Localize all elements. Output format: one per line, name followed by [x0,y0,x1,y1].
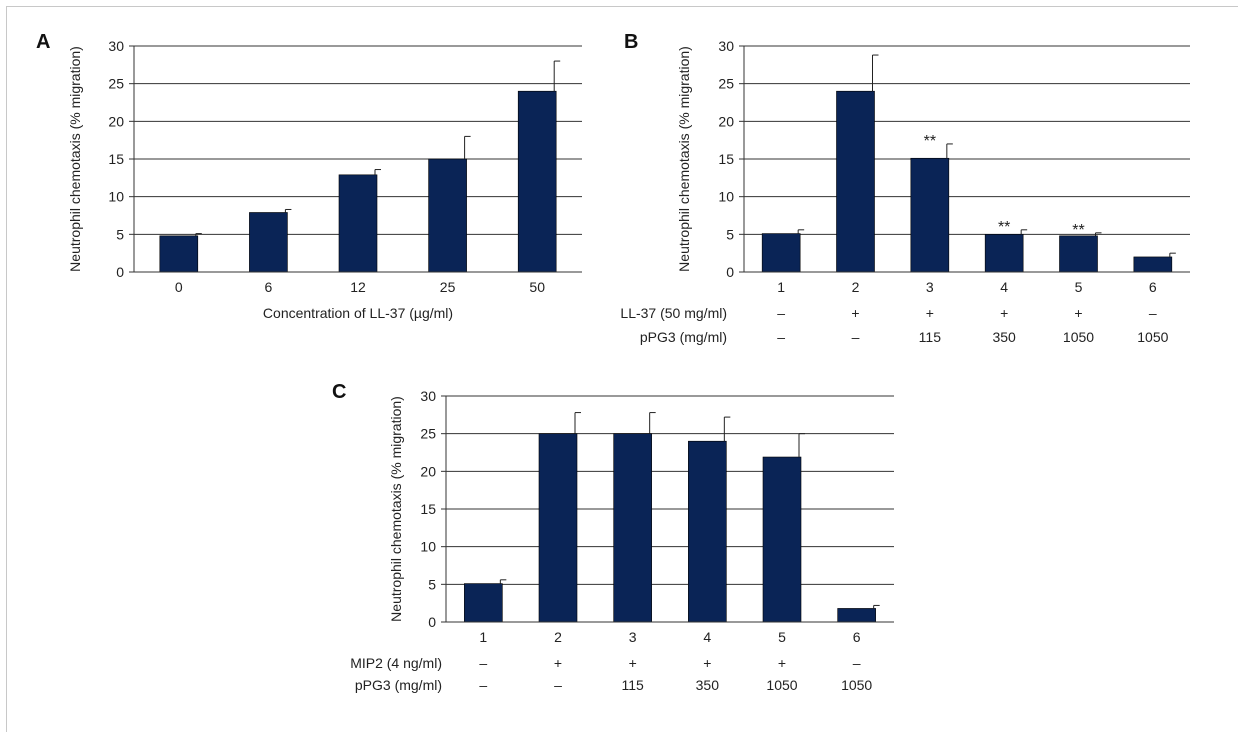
condition-value: + [554,655,562,671]
x-tick-label: 5 [778,629,786,645]
y-tick-label: 20 [718,113,734,129]
significance-mark: ** [924,133,936,150]
y-tick-label: 0 [726,264,734,280]
condition-row-label: pPG3 (mg/ml) [355,677,442,693]
condition-value: – [1149,305,1157,321]
condition-value: – [479,677,487,693]
x-tick-label: 3 [629,629,637,645]
condition-value: – [777,329,785,345]
condition-value: + [703,655,711,671]
y-tick-label: 25 [420,426,436,442]
y-tick-label: 0 [428,614,436,630]
condition-value: 350 [992,329,1016,345]
y-tick-label: 5 [428,576,436,592]
x-tick-label: 4 [1000,279,1008,295]
condition-value: – [853,655,861,671]
chart-panel-a: A 0 5 10 15 20 25 30 Neutrophil chemotaxis (% mi… [36,31,582,321]
x-axis-title: Concentration of LL-37 (µg/ml) [263,305,453,321]
condition-value: 1050 [841,677,872,693]
bar [1059,235,1098,273]
condition-value: + [778,655,786,671]
x-tick-label: 6 [1149,279,1157,295]
figure-frame [6,6,1238,732]
panel-letter: B [624,31,638,53]
condition-value: – [852,329,860,345]
condition-row-label: LL-37 (50 mg/ml) [620,305,727,321]
y-tick-label: 25 [108,76,124,92]
x-tick-label: 25 [440,279,456,295]
x-tick-label: 0 [175,279,183,295]
significance-mark: ** [998,219,1010,236]
condition-value: 1050 [766,677,797,693]
bar [910,157,950,273]
condition-value: 115 [622,677,645,693]
x-tick-label: 50 [529,279,545,295]
condition-value: + [629,655,637,671]
x-tick-label: 6 [265,279,273,295]
bar [613,433,652,623]
condition-value: + [1074,305,1082,321]
condition-row-label: MIP2 (4 ng/ml) [350,655,442,671]
y-tick-label: 30 [718,38,734,54]
y-tick-label: 30 [420,388,436,404]
condition-value: – [479,655,487,671]
bar [538,433,578,623]
condition-value: 1050 [1063,329,1094,345]
bar [249,212,288,273]
bar [762,456,802,623]
bar [688,440,727,623]
x-tick-label: 6 [853,629,861,645]
y-tick-label: 20 [108,113,124,129]
y-tick-label: 5 [726,226,734,242]
bar [159,235,199,273]
y-tick-label: 20 [420,463,436,479]
x-tick-label: 4 [703,629,711,645]
y-tick-label: 10 [108,189,124,205]
panel-letter: C [332,381,346,403]
condition-value: – [777,305,785,321]
bar [837,608,876,623]
y-tick-label: 5 [116,226,124,242]
bar [984,234,1024,273]
condition-value: 1050 [1137,329,1168,345]
condition-value: – [554,677,562,693]
bar [836,90,875,273]
y-tick-label: 15 [420,501,436,517]
x-tick-label: 5 [1075,279,1083,295]
bar [1133,256,1173,273]
condition-value: 115 [919,329,942,345]
y-tick-label: 15 [108,151,124,167]
panel-letter: A [36,31,50,53]
bar [428,158,467,273]
y-axis-title: Neutrophil chemotaxis (% migration) [676,46,692,272]
x-tick-label: 12 [350,279,366,295]
x-tick-label: 2 [852,279,860,295]
x-tick-label: 1 [777,279,785,295]
significance-mark: ** [1072,222,1084,239]
bar [761,233,801,273]
y-tick-label: 10 [718,189,734,205]
x-tick-label: 1 [479,629,487,645]
condition-value: + [851,305,859,321]
y-tick-label: 0 [116,264,124,280]
x-tick-label: 3 [926,279,934,295]
y-tick-label: 30 [108,38,124,54]
y-tick-label: 15 [718,151,734,167]
x-tick-label: 2 [554,629,562,645]
condition-row-label: pPG3 (mg/ml) [640,329,727,345]
condition-value: + [1000,305,1008,321]
y-axis-title: Neutrophil chemotaxis (% migration) [388,396,404,622]
condition-value: + [926,305,934,321]
y-tick-label: 10 [420,539,436,555]
condition-value: 350 [696,677,720,693]
bar [517,90,557,273]
y-tick-label: 25 [718,76,734,92]
bar [464,583,503,623]
bar [338,174,378,273]
y-axis-title: Neutrophil chemotaxis (% migration) [67,46,83,272]
